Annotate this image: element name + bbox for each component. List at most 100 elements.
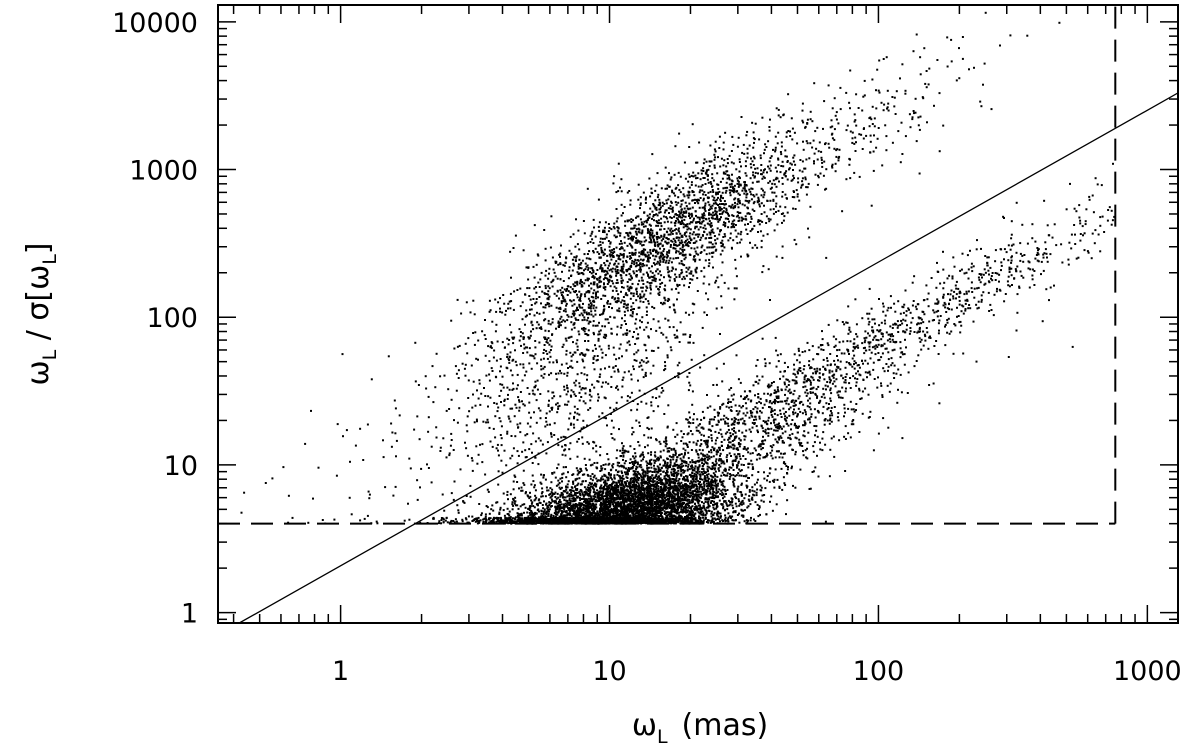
- scatter-point: [693, 521, 696, 524]
- scatter-point: [513, 520, 516, 523]
- scatter-point: [698, 515, 700, 518]
- scatter-point: [591, 500, 594, 503]
- scatter-point: [667, 518, 669, 521]
- scatter-point: [654, 488, 657, 491]
- scatter-point: [566, 492, 569, 495]
- scatter-point: [584, 499, 586, 502]
- scatter-point: [702, 516, 705, 519]
- scatter-point: [714, 478, 717, 481]
- scatter-point: [520, 489, 523, 492]
- scatter-point: [720, 515, 722, 518]
- scatter-point: [569, 514, 572, 517]
- scatter-point: [774, 456, 777, 459]
- scatter-point: [517, 512, 520, 515]
- scatter-point: [615, 516, 618, 519]
- scatter-point: [501, 521, 504, 523]
- scatter-point: [571, 520, 574, 523]
- scatter-point: [742, 502, 745, 505]
- scatter-point: [723, 473, 725, 476]
- scatter-point: [722, 493, 725, 496]
- scatter-point: [685, 464, 687, 467]
- scatter-point: [619, 493, 622, 496]
- scatter-point: [654, 501, 657, 504]
- scatter-point: [662, 518, 665, 521]
- scatter-point: [572, 503, 575, 506]
- scatter-point: [646, 493, 649, 495]
- scatter-point: [654, 516, 657, 519]
- scatter-point: [641, 514, 644, 517]
- scatter-point: [646, 494, 648, 497]
- scatter-point: [603, 511, 606, 513]
- scatter-point: [619, 498, 622, 500]
- data-points: [240, 11, 1116, 525]
- scatter-point: [550, 519, 553, 522]
- scatter-point: [639, 492, 641, 495]
- scatter-point: [555, 497, 558, 500]
- scatter-point: [559, 503, 562, 506]
- scatter-point: [749, 519, 752, 522]
- scatter-point: [652, 478, 655, 481]
- scatter-point: [602, 497, 605, 500]
- scatter-point: [579, 499, 582, 502]
- scatter-point: [631, 495, 634, 497]
- scatter-point: [650, 490, 653, 493]
- scatter-point: [565, 488, 568, 491]
- scatter-point: [691, 472, 694, 475]
- scatter-point: [509, 493, 512, 496]
- scatter-point: [718, 499, 721, 502]
- scatter-point: [586, 504, 589, 507]
- scatter-point: [717, 512, 720, 515]
- scatter-point: [686, 490, 689, 493]
- scatter-point: [731, 500, 734, 503]
- scatter-point: [656, 465, 659, 468]
- scatter-point: [580, 498, 583, 500]
- scatter-point: [482, 518, 485, 521]
- scatter-point: [712, 494, 715, 497]
- scatter-point: [641, 510, 644, 513]
- scatter-point: [689, 519, 692, 522]
- scatter-point: [672, 490, 674, 493]
- scatter-point: [596, 512, 599, 515]
- scatter-point: [769, 500, 771, 503]
- scatter-point: [567, 512, 570, 515]
- scatter-point: [651, 504, 654, 507]
- scatter-point: [560, 521, 563, 524]
- scatter-point: [516, 481, 519, 483]
- scatter-point: [525, 517, 528, 519]
- scatter-point: [602, 488, 605, 491]
- scatter-point: [605, 499, 608, 501]
- scatter-point: [674, 472, 677, 475]
- scatter-point: [609, 517, 612, 519]
- scatter-point: [596, 461, 599, 464]
- scatter-point: [577, 514, 580, 517]
- scatter-point: [731, 501, 733, 504]
- scatter-point: [572, 482, 575, 485]
- scatter-point: [602, 514, 605, 517]
- scatter-point: [634, 509, 637, 512]
- scatter-point: [727, 516, 730, 519]
- scatter-point: [607, 501, 610, 504]
- scatter-point: [519, 513, 522, 516]
- scatter-point: [646, 477, 649, 480]
- scatter-point: [613, 476, 616, 479]
- scatter-point: [542, 515, 545, 518]
- scatter-point: [512, 499, 515, 501]
- scatter-point: [690, 494, 693, 497]
- scatter-point: [464, 517, 467, 520]
- scatter-point: [748, 494, 751, 497]
- scatter-point: [450, 519, 453, 522]
- scatter-point: [759, 513, 761, 516]
- scatter-point: [600, 469, 603, 472]
- scatter-point: [628, 518, 631, 521]
- scatter-point: [638, 522, 641, 525]
- scatter-point: [587, 488, 590, 491]
- scatter-point: [660, 479, 663, 481]
- scatter-point: [740, 463, 743, 466]
- scatter-point: [682, 495, 685, 498]
- scatter-point: [665, 481, 668, 484]
- scatter-point: [672, 515, 675, 517]
- scatter-point: [492, 509, 495, 512]
- scatter-point: [639, 499, 642, 502]
- scatter-point: [560, 503, 563, 506]
- scatter-point: [540, 473, 543, 476]
